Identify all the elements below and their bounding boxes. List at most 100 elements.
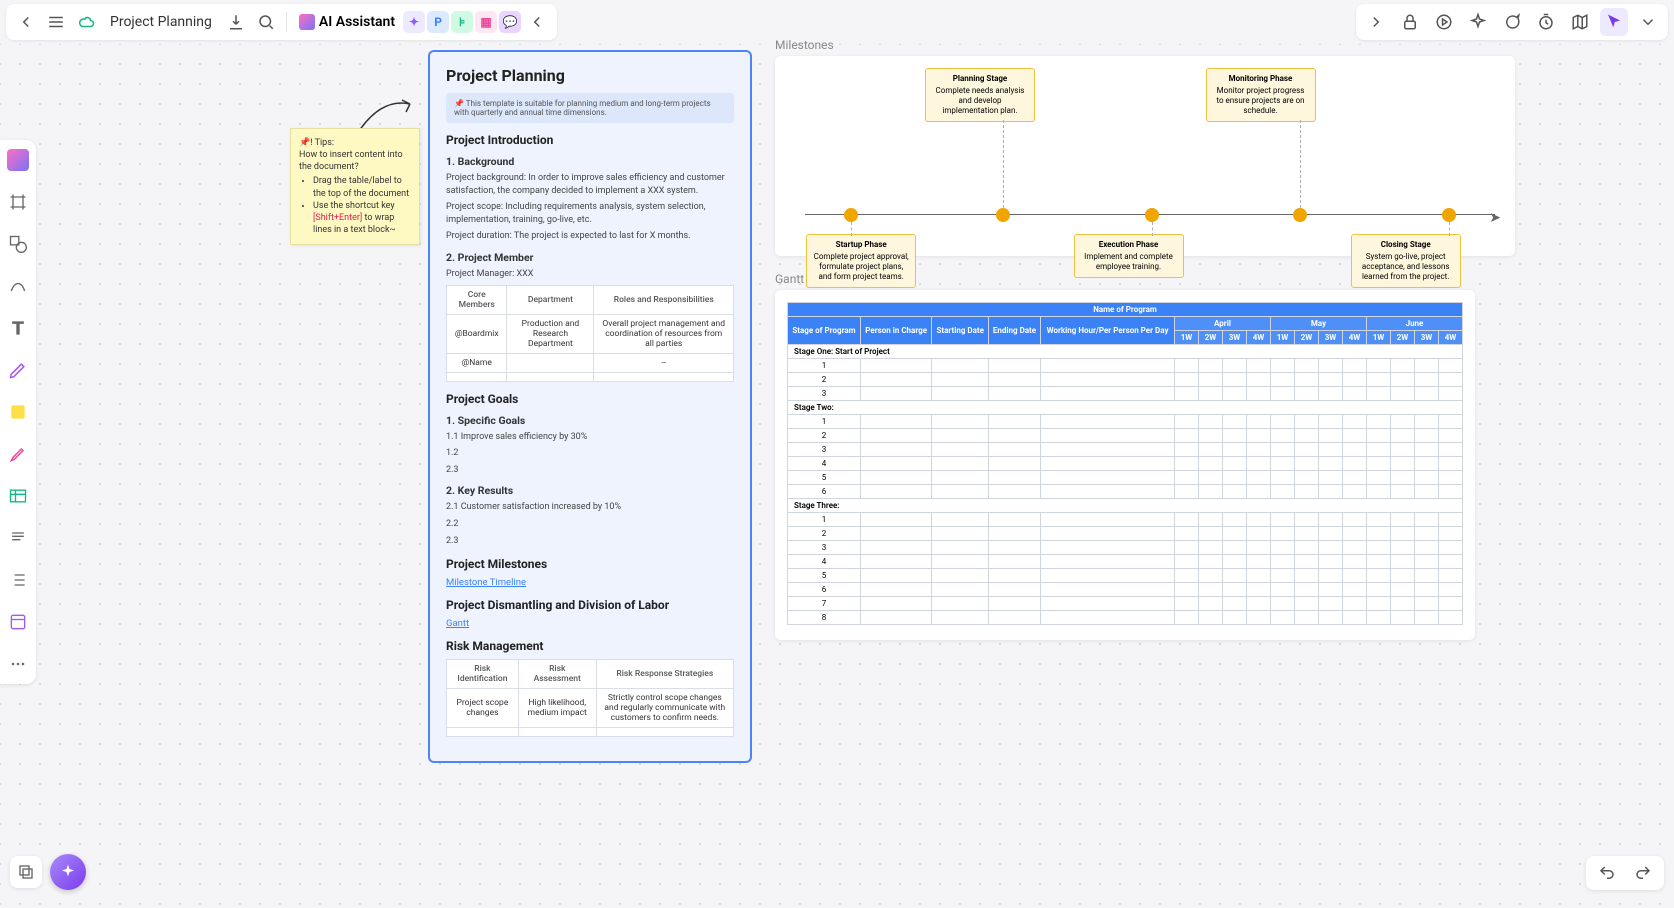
- milestone-box[interactable]: Closing StageSystem go-live, project acc…: [1351, 234, 1461, 288]
- gantt-cell[interactable]: [1319, 443, 1343, 457]
- gantt-cell[interactable]: [1223, 373, 1247, 387]
- gantt-cell[interactable]: [1271, 429, 1295, 443]
- gantt-cell[interactable]: [1367, 527, 1391, 541]
- gantt-cell[interactable]: [932, 555, 989, 569]
- gantt-cell[interactable]: [1041, 583, 1175, 597]
- gantt-cell[interactable]: [1295, 527, 1319, 541]
- gantt-cell[interactable]: [1175, 541, 1199, 555]
- gantt-cell[interactable]: [1319, 373, 1343, 387]
- list-icon[interactable]: [6, 568, 30, 592]
- gantt-cell[interactable]: [932, 471, 989, 485]
- gantt-cell[interactable]: [932, 485, 989, 499]
- gantt-cell[interactable]: [1415, 429, 1439, 443]
- table-icon[interactable]: [6, 484, 30, 508]
- gantt-cell[interactable]: [1343, 513, 1367, 527]
- gantt-cell[interactable]: [988, 457, 1040, 471]
- gantt-cell[interactable]: [1367, 583, 1391, 597]
- gantt-cell[interactable]: [1343, 597, 1367, 611]
- gantt-cell[interactable]: [860, 527, 931, 541]
- gantt-cell[interactable]: [1223, 597, 1247, 611]
- gantt-cell[interactable]: [1247, 513, 1271, 527]
- gantt-cell[interactable]: [1199, 555, 1223, 569]
- gantt-cell[interactable]: [1295, 359, 1319, 373]
- gantt-cell[interactable]: [1391, 359, 1415, 373]
- gantt-cell[interactable]: [1391, 457, 1415, 471]
- gantt-cell[interactable]: [1247, 387, 1271, 401]
- gantt-cell[interactable]: [860, 373, 931, 387]
- gantt-cell[interactable]: [1391, 597, 1415, 611]
- gantt-cell[interactable]: [1343, 485, 1367, 499]
- gantt-cell[interactable]: [1223, 513, 1247, 527]
- gantt-cell[interactable]: [1199, 611, 1223, 625]
- gantt-panel[interactable]: Name of ProgramStage of ProgramPerson in…: [775, 290, 1475, 640]
- gantt-cell[interactable]: [1439, 429, 1463, 443]
- gantt-cell[interactable]: [988, 387, 1040, 401]
- gantt-cell[interactable]: [1319, 541, 1343, 555]
- download-icon[interactable]: [222, 8, 250, 36]
- gantt-cell[interactable]: [1367, 555, 1391, 569]
- gantt-cell[interactable]: [932, 429, 989, 443]
- gantt-cell[interactable]: [1223, 415, 1247, 429]
- gantt-cell[interactable]: [1295, 387, 1319, 401]
- gantt-cell[interactable]: [860, 429, 931, 443]
- gantt-cell[interactable]: [1319, 569, 1343, 583]
- menu-icon[interactable]: [42, 8, 70, 36]
- gantt-cell[interactable]: [932, 359, 989, 373]
- gantt-cell[interactable]: [1343, 443, 1367, 457]
- textblock-icon[interactable]: [6, 526, 30, 550]
- gantt-cell[interactable]: [1223, 527, 1247, 541]
- gantt-cell[interactable]: [1223, 387, 1247, 401]
- map-icon[interactable]: [1566, 8, 1594, 36]
- gantt-cell[interactable]: [1343, 555, 1367, 569]
- pen-icon[interactable]: [6, 358, 30, 382]
- gantt-cell[interactable]: [860, 583, 931, 597]
- gantt-cell[interactable]: [1439, 359, 1463, 373]
- gantt-cell[interactable]: [1295, 569, 1319, 583]
- gantt-cell[interactable]: [860, 471, 931, 485]
- gantt-cell[interactable]: [932, 569, 989, 583]
- gantt-cell[interactable]: [932, 387, 989, 401]
- note-icon[interactable]: [6, 400, 30, 424]
- gantt-cell[interactable]: [1415, 359, 1439, 373]
- gantt-cell[interactable]: [1247, 359, 1271, 373]
- gantt-cell[interactable]: [1199, 569, 1223, 583]
- gantt-cell[interactable]: [1415, 513, 1439, 527]
- gantt-cell[interactable]: [1367, 611, 1391, 625]
- gantt-cell[interactable]: [932, 415, 989, 429]
- gantt-cell[interactable]: [1175, 387, 1199, 401]
- gantt-cell[interactable]: [1271, 373, 1295, 387]
- comment-icon[interactable]: [1498, 8, 1526, 36]
- gantt-cell[interactable]: [1247, 611, 1271, 625]
- gantt-cell[interactable]: [1199, 597, 1223, 611]
- gantt-cell[interactable]: [1247, 485, 1271, 499]
- gantt-cell[interactable]: [1271, 513, 1295, 527]
- gantt-cell[interactable]: [1271, 415, 1295, 429]
- more-icon[interactable]: [6, 652, 30, 676]
- gantt-cell[interactable]: [1439, 373, 1463, 387]
- gantt-cell[interactable]: [1175, 611, 1199, 625]
- gantt-cell[interactable]: [1367, 415, 1391, 429]
- gantt-cell[interactable]: [1343, 415, 1367, 429]
- layers-icon[interactable]: [10, 856, 42, 888]
- gantt-cell[interactable]: [988, 583, 1040, 597]
- gantt-cell[interactable]: [860, 359, 931, 373]
- gantt-cell[interactable]: [1175, 513, 1199, 527]
- gantt-cell[interactable]: [1271, 527, 1295, 541]
- gantt-cell[interactable]: [1271, 443, 1295, 457]
- gantt-cell[interactable]: [1223, 611, 1247, 625]
- gantt-cell[interactable]: [1319, 415, 1343, 429]
- frame-icon[interactable]: [6, 190, 30, 214]
- gantt-cell[interactable]: [988, 541, 1040, 555]
- chevron-left-icon[interactable]: [523, 8, 551, 36]
- gantt-cell[interactable]: [1199, 387, 1223, 401]
- gantt-cell[interactable]: [1319, 611, 1343, 625]
- cursor-icon[interactable]: [1600, 8, 1628, 36]
- milestone-link[interactable]: Milestone Timeline: [446, 577, 734, 588]
- gantt-cell[interactable]: [1391, 485, 1415, 499]
- gantt-cell[interactable]: [1175, 373, 1199, 387]
- gantt-cell[interactable]: [1041, 569, 1175, 583]
- milestone-box[interactable]: Startup PhaseComplete project approval, …: [806, 234, 916, 288]
- shape-icon[interactable]: [6, 232, 30, 256]
- gantt-cell[interactable]: [1041, 429, 1175, 443]
- gantt-cell[interactable]: [1041, 415, 1175, 429]
